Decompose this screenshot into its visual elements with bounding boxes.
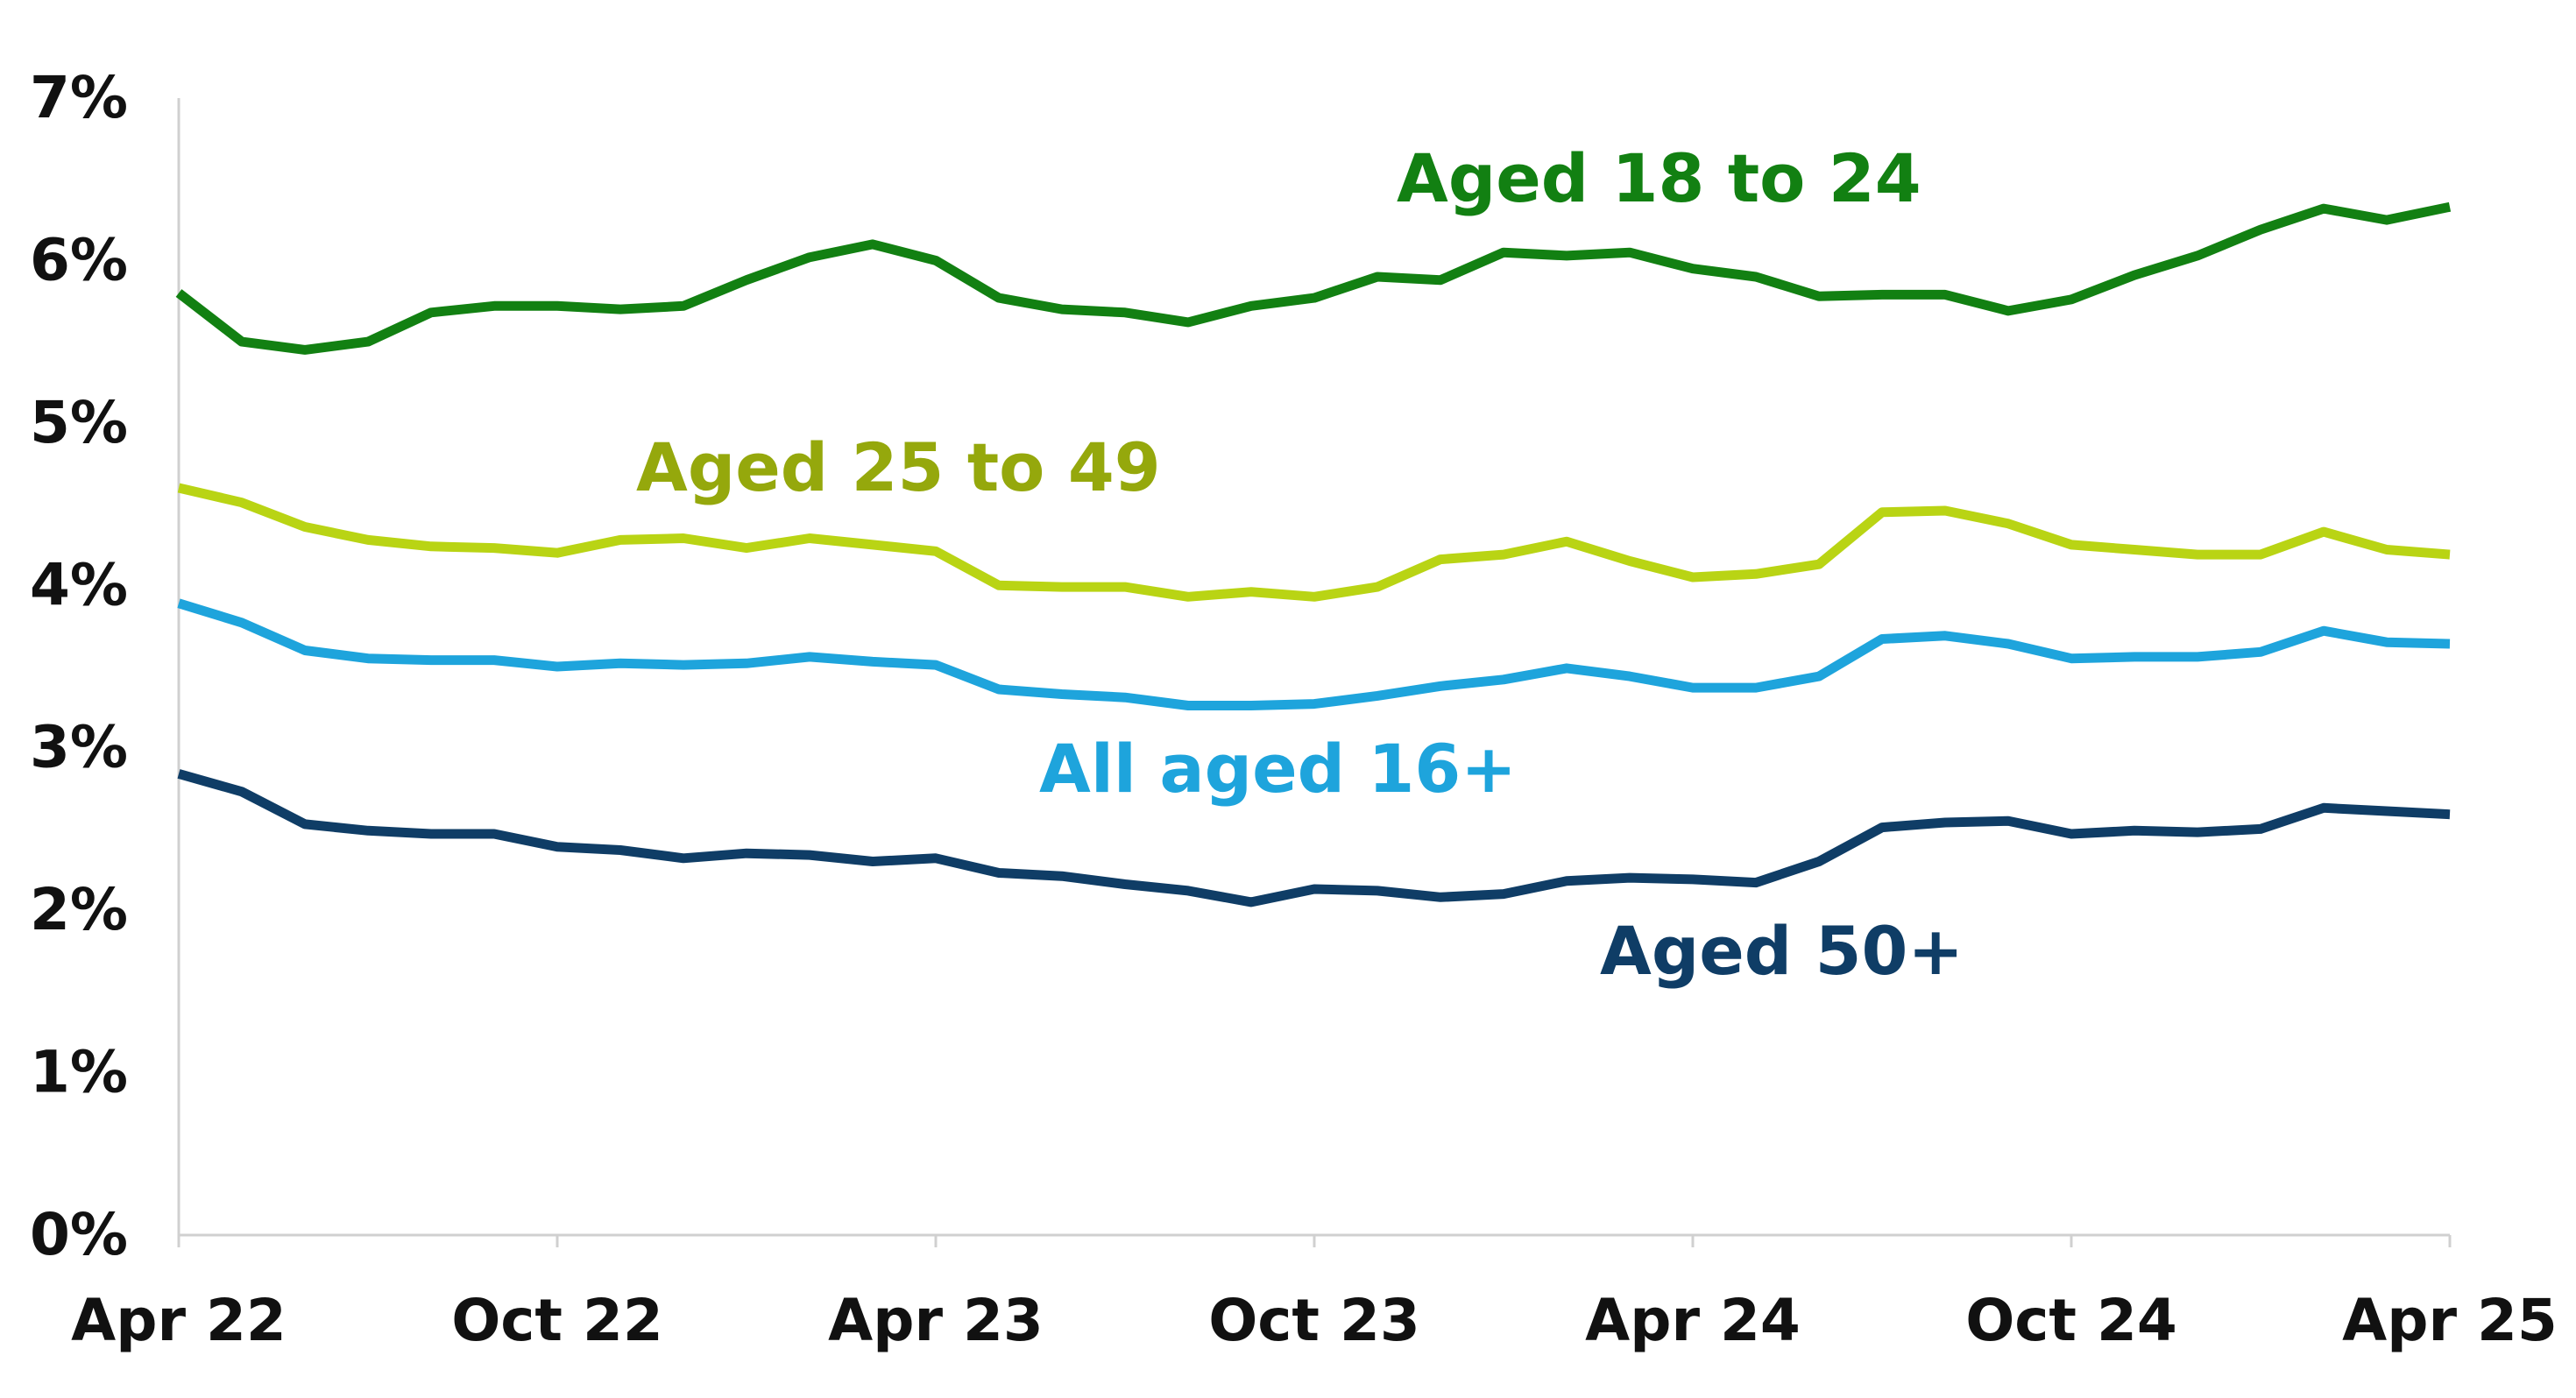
y-tick-label: 4%	[30, 551, 128, 618]
series-labels: Aged 18 to 24 Aged 25 to 49 All aged 16+ Ag…	[636, 139, 1964, 990]
x-tick-label: Oct 22	[451, 1287, 663, 1354]
x-tick-label: Apr 23	[828, 1287, 1044, 1354]
series-line-1	[175, 201, 2452, 355]
x-tick-label: Apr 25	[2342, 1287, 2558, 1354]
series-label-3: All aged 16+	[1039, 730, 1517, 808]
axes: 0% 1% 2% 3% 4% 5% 6% 7% Apr 22 Oct 22 Apr 23 Oct 23…	[30, 64, 2558, 1354]
x-tick-label: Oct 24	[1965, 1287, 2177, 1354]
series-label-2: Aged 25 to 49	[636, 428, 1161, 506]
y-tick-label: 2%	[30, 876, 128, 943]
y-tick-label: 6%	[30, 226, 128, 293]
series-line-3	[177, 598, 2451, 710]
y-tick-label: 5%	[30, 389, 128, 456]
y-tick-label: 0%	[30, 1201, 128, 1268]
y-tick-label: 7%	[30, 64, 128, 131]
series-label-4: Aged 50+	[1600, 912, 1964, 990]
x-tick-label: Apr 22	[71, 1287, 287, 1354]
series-line-4	[177, 769, 2451, 907]
y-tick-label: 3%	[30, 714, 128, 781]
series-label-1: Aged 18 to 24	[1397, 139, 1921, 217]
series-line-2	[177, 483, 2451, 602]
x-tick-label: Apr 24	[1585, 1287, 1801, 1354]
series-lines	[175, 201, 2452, 907]
x-tick-label: Oct 23	[1208, 1287, 1420, 1354]
y-tick-label: 1%	[30, 1039, 128, 1106]
